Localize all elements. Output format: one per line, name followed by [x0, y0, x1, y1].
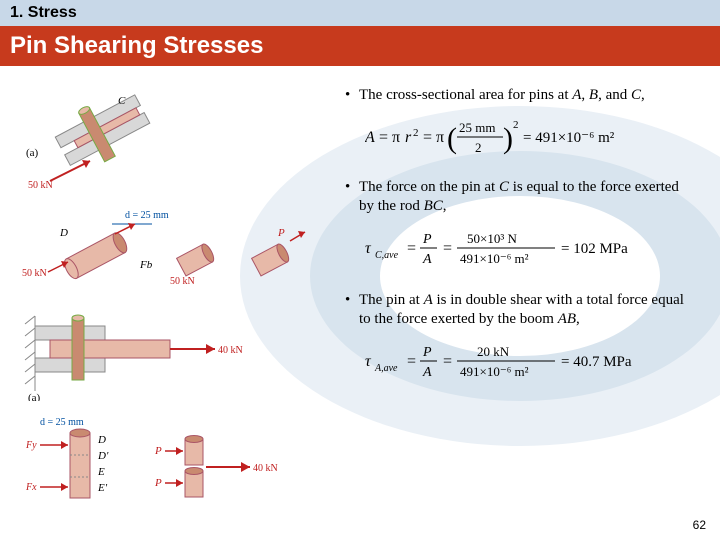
svg-text:= 491×10⁻⁶ m²: = 491×10⁻⁶ m²: [523, 130, 615, 146]
svg-text:= π: = π: [423, 129, 444, 146]
equation-1: A = π r 2 = π ( 25 mm 2 ) 2 = 491×10⁻⁶ m…: [365, 114, 695, 158]
svg-text:A: A: [422, 252, 432, 267]
svg-text:=: =: [443, 353, 452, 370]
svg-text:491×10⁻⁶ m²: 491×10⁻⁶ m²: [460, 251, 529, 266]
page-number: 62: [693, 518, 706, 532]
lbl-D: D: [97, 434, 106, 446]
lbl-P2: P: [154, 477, 162, 489]
label-Fx: Fx: [25, 482, 37, 493]
svg-text:r: r: [405, 129, 412, 146]
label-40kn-c: 40 kN: [218, 345, 243, 356]
bullet-icon: •: [345, 178, 359, 217]
bullet-2: • The force on the pin at C is equal to …: [345, 178, 695, 217]
slide-title: Pin Shearing Stresses: [10, 32, 263, 59]
svg-text:C,ave: C,ave: [375, 250, 399, 261]
lbl-Dp: D': [97, 450, 109, 462]
b2e: ,: [443, 198, 447, 214]
svg-text:P: P: [422, 345, 432, 360]
figure-c: 40 kN (a): [20, 306, 320, 401]
svg-text:491×10⁻⁶ m²: 491×10⁻⁶ m²: [460, 364, 529, 379]
label-a: (a): [26, 147, 39, 159]
svg-text:τ: τ: [365, 240, 372, 257]
svg-text:50×10³ N: 50×10³ N: [467, 231, 517, 246]
svg-text:=: =: [407, 353, 416, 370]
chapter-label: 1. Stress: [10, 4, 77, 21]
svg-text:2: 2: [413, 127, 419, 139]
b1e: , and: [598, 87, 631, 103]
svg-text:A,ave: A,ave: [374, 363, 398, 374]
label-c-sub: (a): [28, 392, 41, 401]
svg-text:= π: = π: [379, 129, 400, 146]
svg-text:P: P: [422, 232, 432, 247]
figure-d: d = 25 mm Fy Fx D D' E E': [20, 411, 320, 511]
svg-text:=: =: [443, 240, 452, 257]
label-d25-b: d = 25 mm: [125, 210, 169, 221]
svg-text:A: A: [422, 365, 432, 380]
label-D-b: D: [59, 227, 68, 239]
svg-text:(: (: [447, 122, 457, 155]
label-50kn-b2: 50 kN: [170, 276, 195, 287]
lbl-Ep: E': [97, 482, 108, 494]
svg-text:= 40.7 MPa: = 40.7 MPa: [561, 354, 632, 370]
bullet-1: • The cross-sectional area for pins at A…: [345, 86, 695, 106]
bullet-3: • The pin at A is in double shear with a…: [345, 291, 695, 330]
equation-3: τ A,ave = P A = 20 kN 491×10⁻⁶ m² = 40.7…: [365, 338, 695, 384]
label-C: C: [118, 95, 126, 107]
b3e: ,: [576, 311, 580, 327]
svg-text:= 102 MPa: = 102 MPa: [561, 241, 628, 257]
b3a: The pin at: [359, 292, 424, 308]
svg-text:A: A: [365, 129, 375, 146]
b3b: A: [424, 292, 433, 308]
lbl-E: E: [97, 466, 105, 478]
equation-2: τ C,ave = P A = 50×10³ N 491×10⁻⁶ m² = 1…: [365, 225, 695, 271]
label-Fy: Fy: [25, 440, 37, 451]
label-Fb: Fb: [139, 259, 153, 271]
b1c: ,: [581, 87, 589, 103]
b2a: The force on the pin at: [359, 179, 499, 195]
svg-text:2: 2: [513, 119, 519, 131]
b1d: B: [589, 87, 598, 103]
label-50kn-a: 50 kN: [28, 180, 53, 191]
chapter-bar: 1. Stress: [0, 0, 720, 26]
text-column: • The cross-sectional area for pins at A…: [345, 86, 695, 404]
figure-column: C 50 kN (a) d = 25 mm 50: [20, 86, 320, 521]
title-bar: Pin Shearing Stresses: [0, 26, 720, 66]
b2b: C: [499, 179, 509, 195]
bullet-3-text: The pin at A is in double shear with a t…: [359, 291, 695, 330]
figure-b: d = 25 mm 50 kN D Fb: [20, 206, 320, 296]
lbl-P1: P: [154, 445, 162, 457]
svg-text:=: =: [407, 240, 416, 257]
svg-text:τ: τ: [365, 353, 372, 370]
b1g: ,: [641, 87, 645, 103]
bullet-icon: •: [345, 291, 359, 330]
label-d25-d: d = 25 mm: [40, 417, 84, 428]
b1f: C: [631, 87, 641, 103]
b1a: The cross-sectional area for pins at: [359, 87, 572, 103]
svg-text:25 mm: 25 mm: [459, 120, 495, 135]
bullet-1-text: The cross-sectional area for pins at A, …: [359, 86, 695, 106]
bullet-icon: •: [345, 86, 359, 106]
label-P-b: P: [277, 227, 285, 239]
bullet-2-text: The force on the pin at C is equal to th…: [359, 178, 695, 217]
b2d: BC: [424, 198, 443, 214]
label-50kn-b: 50 kN: [22, 268, 47, 279]
svg-text:20 kN: 20 kN: [477, 344, 510, 359]
label-40kn-d: 40 kN: [253, 463, 278, 474]
b3d: AB: [558, 311, 576, 327]
svg-text:): ): [503, 122, 513, 155]
content-area: C 50 kN (a) d = 25 mm 50: [0, 66, 720, 538]
figure-a: C 50 kN (a): [20, 86, 320, 196]
svg-text:2: 2: [475, 140, 482, 155]
